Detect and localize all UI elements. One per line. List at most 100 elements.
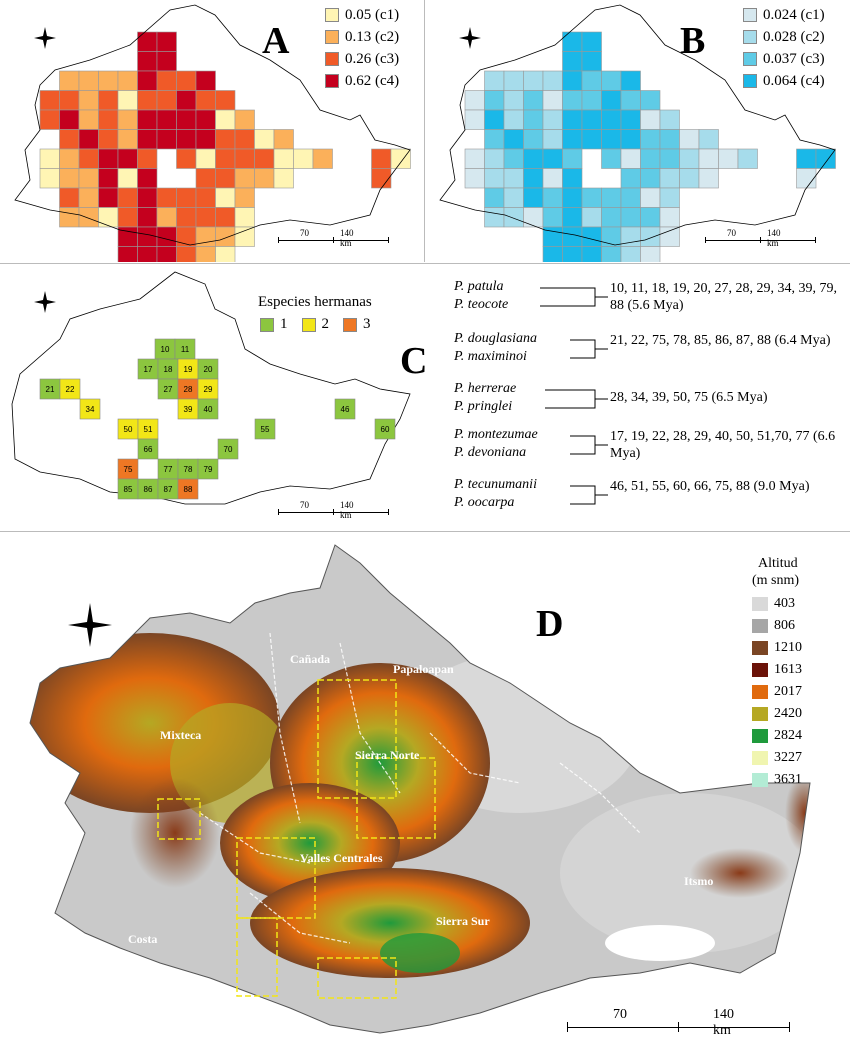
sister-pair: P. douglasiana P. maximinoi 21, 22, 75, … [440,330,845,380]
grid-cell-number: 20 [204,365,213,374]
grid-cell [523,70,544,91]
north-arrow-icon [34,27,56,49]
grid-cell [581,109,602,130]
species-name: P. montezumae [454,427,538,442]
grid-cell [484,129,505,150]
grid-cell [523,148,544,169]
grid-cell-number: 60 [381,425,390,434]
grid-cell [254,168,275,189]
sister-species-list: P. patula P. teocote 10, 11, 18, 19, 20,… [440,278,845,526]
grid-cell [581,51,602,72]
grid-cell [156,109,177,130]
grid-cell [581,90,602,111]
grid-cell [117,109,138,130]
grid-cell [542,187,563,208]
grid-cell [117,90,138,111]
legend-item: 403 [752,593,802,615]
grid-cell [215,246,236,262]
grid-cell [698,148,719,169]
region-label: Itsmo [684,874,713,888]
grid-cell-number: 86 [144,485,153,494]
grid-cell [59,109,80,130]
legend-title: Altitud (m snm) [752,556,800,588]
grid-cell [503,90,524,111]
species-name: P. herrerae [454,381,517,396]
grid-cell [679,148,700,169]
legend-c: 1 2 3 [260,316,371,333]
grid-cell [562,109,583,130]
grid-cell [601,226,622,247]
grid-cell [390,148,411,169]
grid-cell [581,207,602,228]
legend-item: 3227 [752,747,802,769]
grid-cell [234,226,255,247]
grid-cell [98,129,119,150]
grid-cell [79,398,101,420]
grid-cell [254,418,276,440]
north-arrow-icon [34,291,56,313]
grid-cell [273,168,294,189]
shared-cells: 46, 51, 55, 60, 66, 75, 88 (9.0 Mya) [610,479,810,494]
legend-item: 0.028 (c2) [743,26,825,48]
grid-cell [374,418,396,440]
grid-cell [371,168,392,189]
grid-cell [679,168,700,189]
grid-cell [503,109,524,130]
legend-swatch [752,685,768,699]
grid-cell-number: 51 [144,425,153,434]
grid-cell [215,129,236,150]
species-name: P. oocarpa [454,495,515,510]
legend-item: 0.26 (c3) [325,48,399,70]
grid-cell [562,31,583,52]
grid-cell [215,109,236,130]
grid-cell [464,168,485,189]
study-area-box [236,837,316,919]
grid-cell [640,226,661,247]
sister-pair: P. tecunumanii P. oocarpa 46, 51, 55, 60… [440,476,845,526]
grid-cell [176,148,197,169]
grid-cell [176,90,197,111]
legend-swatch [752,641,768,655]
shared-cells: 28, 34, 39, 50, 75 (6.5 Mya) [610,390,768,405]
grid-cell [156,51,177,72]
grid-cell [620,70,641,91]
grid-cell [581,226,602,247]
grid-cell [562,51,583,72]
legend-item: 0.037 (c3) [743,48,825,70]
grid-cell [78,90,99,111]
grid-cell [620,168,641,189]
legend-item: 2824 [752,725,802,747]
grid-cell [98,168,119,189]
grid-cell [156,31,177,52]
grid-cell [659,109,680,130]
grid-cell [137,207,158,228]
grid-cell [117,168,138,189]
grid-cell [234,207,255,228]
grid-cell-number: 40 [204,405,213,414]
sister-pair: P. patula P. teocote 10, 11, 18, 19, 20,… [440,278,845,330]
legend-item: 0.024 (c1) [743,4,825,26]
grid-cell [640,109,661,130]
grid-cell [640,129,661,150]
legend-item: 3631 [752,769,802,791]
grid-cell [581,246,602,262]
grid-cell [137,168,158,189]
grid-cell [464,109,485,130]
grid-cell-number: 28 [184,385,193,394]
grid-cell [137,187,158,208]
panel-c-map: 10 11 17 18 19 20 21 22 27 28 29 34 39 40 46 50 51 55 60 66… [11,271,411,505]
grid-cell [39,148,60,169]
grid-cell [39,109,60,130]
grid-cell [59,90,80,111]
grid-cell [562,187,583,208]
grid-cell [156,129,177,150]
grid-cell [117,148,138,169]
study-area-box [356,757,436,839]
grid-cell [796,168,817,189]
grid-cell [679,129,700,150]
panel-a-map [14,4,411,262]
grid-cell [620,129,641,150]
panel-c: 10 11 17 18 19 20 21 22 27 28 29 34 39 40 46 50 51 55 60 66… [0,264,435,530]
grid-cell [176,207,197,228]
panel-letter-b: B [680,20,706,62]
